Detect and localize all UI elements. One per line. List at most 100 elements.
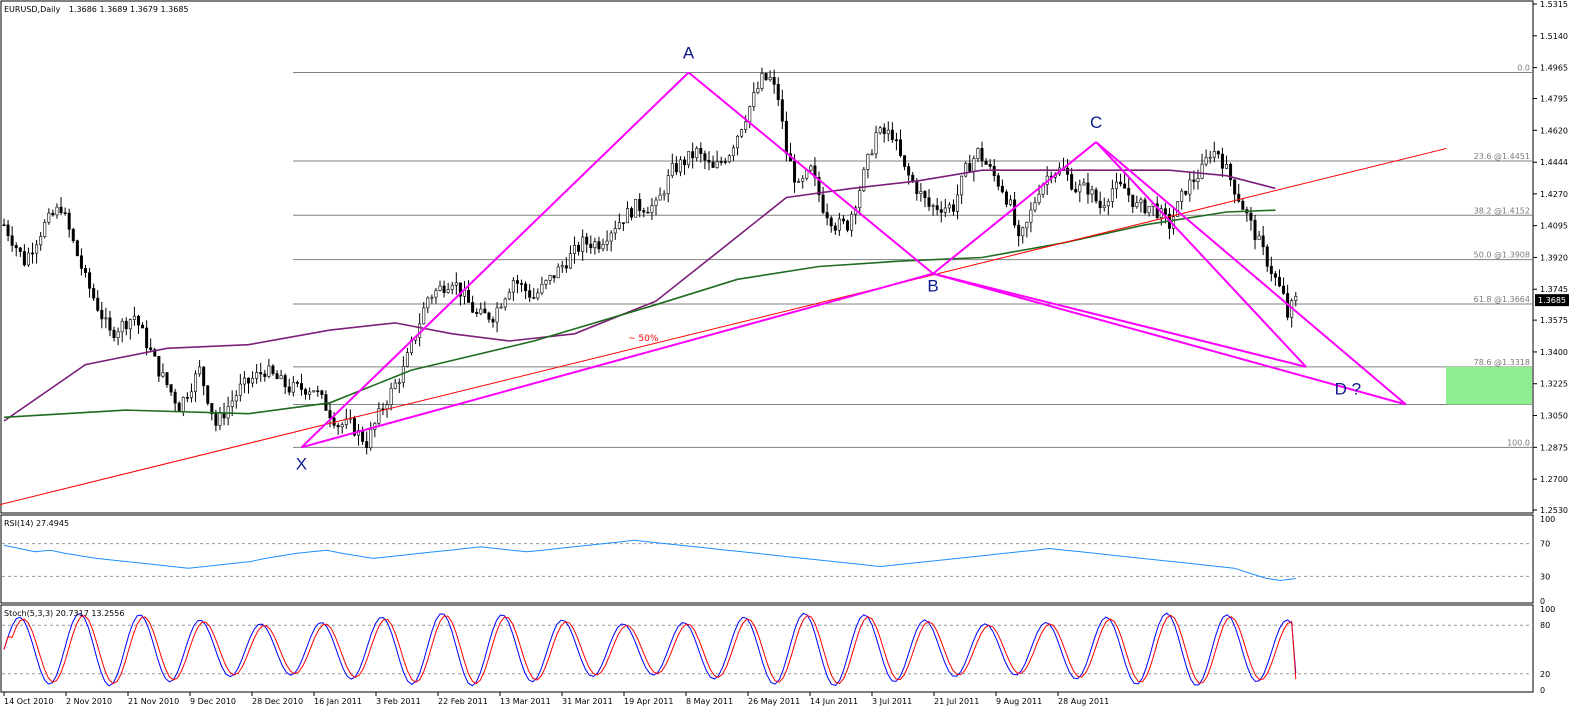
leg-xb: [301, 272, 934, 449]
time-tick-label: 14 Jun 2011: [810, 697, 858, 706]
candle: [1257, 230, 1261, 240]
candle: [670, 153, 674, 179]
candle: [161, 363, 165, 378]
candle: [1277, 269, 1281, 288]
candle: [1229, 162, 1233, 187]
candle: [422, 301, 426, 325]
candle: [890, 122, 894, 143]
main-chart-panel[interactable]: [0, 0, 1534, 514]
candle: [536, 288, 540, 301]
candle: [1074, 181, 1078, 194]
trendline: [0, 147, 1447, 506]
candle: [503, 297, 507, 311]
candle: [1086, 172, 1090, 204]
point-label-c: C: [1090, 113, 1102, 132]
price-tick-label: 1.5315: [1540, 0, 1568, 9]
candle: [715, 150, 719, 169]
current-price-box: [1535, 294, 1569, 307]
point-label-b: B: [927, 277, 938, 296]
candle: [691, 142, 695, 169]
candle: [10, 226, 14, 252]
candle: [499, 303, 503, 309]
candle: [874, 125, 878, 159]
rsi-panel[interactable]: [0, 514, 1534, 604]
candle: [389, 382, 393, 411]
candle: [267, 358, 271, 379]
time-tick-label: 21 Jul 2011: [934, 697, 979, 706]
candle: [858, 186, 862, 215]
candle: [776, 77, 780, 106]
candle: [585, 232, 589, 253]
stoch-tick-label: 80: [1540, 621, 1550, 630]
candle: [316, 385, 320, 397]
candle: [568, 245, 572, 270]
candle: [1241, 198, 1245, 210]
fib-label: 0.0: [1517, 63, 1530, 72]
rsi-line: [3, 539, 1296, 582]
point-label-x: X: [296, 454, 307, 473]
candle: [650, 197, 654, 221]
candle: [1094, 187, 1098, 204]
stoch-panel[interactable]: [0, 604, 1534, 693]
leg-bd-1: [932, 272, 1307, 368]
candle: [984, 158, 988, 165]
candle: [198, 359, 202, 377]
candle: [1090, 185, 1094, 203]
rsi-tick-label: 30: [1540, 572, 1550, 581]
candle: [642, 207, 646, 218]
candle: [22, 244, 26, 267]
price-tick-label: 1.3575: [1540, 316, 1568, 325]
candle: [577, 241, 581, 256]
candle: [2, 218, 6, 227]
rsi-tick-label: 70: [1540, 540, 1550, 549]
candle: [35, 239, 39, 264]
candle: [524, 281, 528, 300]
rsi-indicator: 100 70 30 0: [2, 515, 1555, 606]
price-tick-label: 1.5140: [1540, 32, 1568, 41]
pattern-labels: X A B C D ? ~ 50%: [296, 43, 1361, 473]
candle: [471, 295, 475, 313]
candle: [39, 231, 43, 251]
candle: [683, 156, 687, 175]
candle: [654, 196, 658, 216]
candle: [658, 187, 662, 201]
candle: [666, 169, 670, 203]
candle: [572, 236, 576, 264]
fib-label: 61.8 @1.3664: [1474, 295, 1530, 304]
candle: [365, 431, 369, 455]
candle: [825, 203, 829, 226]
candle: [446, 282, 450, 294]
price-tick-label: 1.4795: [1540, 94, 1568, 103]
candle: [976, 147, 980, 163]
candle: [1119, 173, 1123, 187]
candle: [951, 199, 955, 216]
candle: [1192, 170, 1196, 190]
candle: [263, 369, 267, 382]
candle: [756, 81, 760, 95]
candle: [903, 155, 907, 171]
candle: [727, 154, 731, 164]
candle: [194, 370, 198, 402]
candle: [711, 155, 715, 169]
candle: [760, 67, 764, 92]
candle: [1098, 191, 1102, 215]
candle: [18, 247, 22, 257]
candle: [88, 267, 92, 298]
candle: [84, 264, 88, 278]
candle: [242, 371, 246, 394]
candle: [996, 172, 1000, 191]
candle: [898, 129, 902, 158]
ma-fast-line: [3, 169, 1276, 422]
candle: [638, 193, 642, 218]
candle: [548, 274, 552, 285]
candle: [145, 320, 149, 356]
candle: [6, 220, 10, 242]
candle: [935, 197, 939, 216]
stoch-tick-label: 0: [1540, 686, 1545, 695]
candle: [120, 318, 124, 343]
price-tick-label: 1.4620: [1540, 126, 1568, 135]
candle: [1131, 194, 1135, 214]
candle: [723, 157, 727, 165]
time-tick-label: 13 Mar 2011: [500, 697, 551, 706]
